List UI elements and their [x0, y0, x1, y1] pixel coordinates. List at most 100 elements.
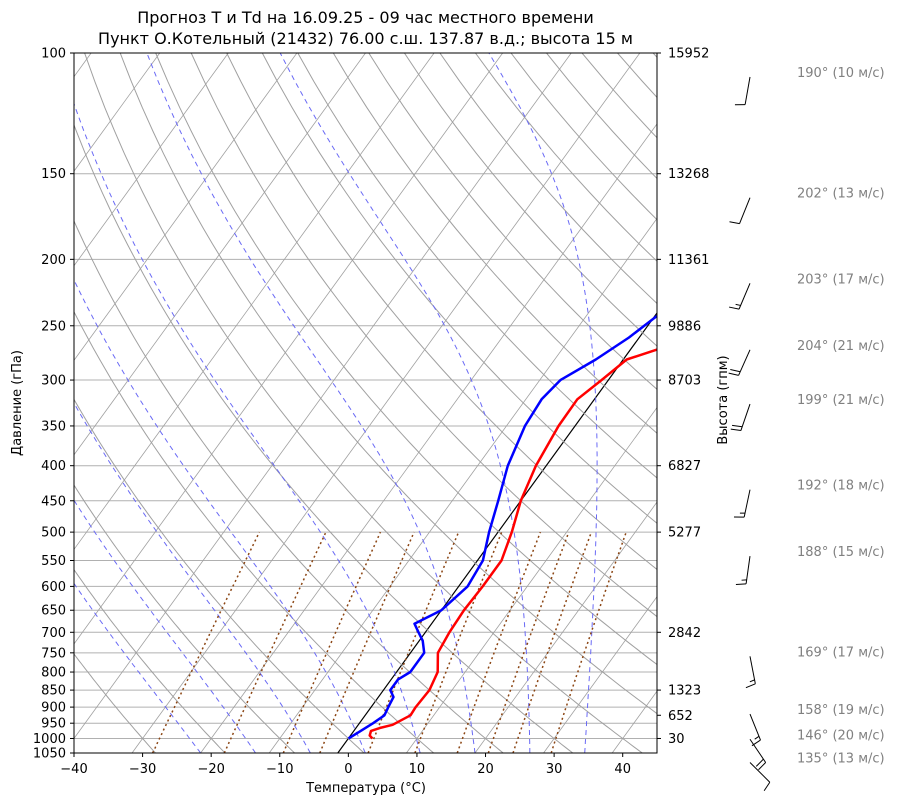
wind-barb [735, 556, 751, 585]
y-tick-label: 1000 [33, 732, 66, 747]
height-tick-label: 30 [668, 732, 685, 747]
moist-adiabat-line [74, 582, 202, 753]
y-tick-label: 250 [41, 319, 66, 334]
y-tick-label: 400 [41, 459, 66, 474]
wind-label: 199° (21 м/с) [797, 393, 885, 408]
isotherm-line [406, 406, 657, 753]
y-tick-label: 650 [41, 604, 66, 619]
isotherm-line [74, 53, 366, 456]
moist-adiabat-line [279, 53, 531, 753]
dry-adiabat-line [84, 53, 643, 753]
y-tick-label: 450 [41, 494, 66, 509]
mixing-ratio-line [151, 531, 261, 753]
y-tick-label: 150 [41, 167, 66, 182]
height-tick-label: 1323 [668, 684, 701, 699]
mixing-ratio-line [319, 531, 415, 753]
mixing-ratio-line [282, 531, 382, 753]
dry-adiabat-line [261, 53, 657, 524]
mixing-ratio-line [223, 531, 327, 753]
y-tick-label: 800 [41, 666, 66, 681]
wind-label: 203° (17 м/с) [797, 272, 885, 287]
mixing-ratio-line [512, 531, 593, 753]
dry-adiabat-line [368, 53, 657, 391]
dry-adiabat-line [297, 53, 657, 479]
x-tick-label: 10 [409, 762, 426, 777]
chart-subtitle: Пункт О.Котельный (21432) 76.00 с.ш. 137… [98, 29, 633, 48]
x-tick-label: 40 [614, 762, 631, 777]
dry-adiabat-line [74, 310, 435, 753]
wind-barb [729, 197, 751, 225]
x-tick-label: −30 [129, 762, 156, 777]
wind-barb [728, 349, 751, 376]
dewpoint-profile [347, 314, 657, 740]
dry-adiabat-line [190, 53, 657, 618]
temperature-profile [368, 348, 657, 740]
height-axis-label: Высота (гпм) [716, 355, 731, 444]
plot-frame [73, 52, 658, 754]
wind-barb [730, 403, 751, 432]
y-tick-label: 500 [41, 526, 66, 541]
wind-barb [749, 738, 767, 771]
wind-label: 135° (13 м/с) [797, 751, 885, 766]
wind-label: 169° (17 м/с) [797, 645, 885, 660]
height-tick-label: 8703 [668, 374, 701, 389]
isotherm-line [543, 595, 657, 753]
moist-adiabat-line [488, 53, 598, 753]
dry-adiabat-line [74, 653, 156, 753]
dry-adiabat-line [74, 123, 574, 753]
dry-adiabat-line [119, 53, 657, 715]
height-tick-label: 6827 [668, 459, 701, 474]
chart-title: Прогноз T и Td на 16.09.25 - 09 час мест… [137, 8, 594, 27]
moist-adiabat-line [74, 102, 421, 753]
y-tick-label: 600 [41, 580, 66, 595]
x-tick-label: 20 [477, 762, 494, 777]
wind-label: 204° (21 м/с) [797, 339, 885, 354]
zero-isotherm-line [337, 311, 657, 753]
wind-label: 158° (19 м/с) [797, 703, 885, 718]
x-tick-label: 30 [546, 762, 563, 777]
y-tick-label: 350 [41, 419, 66, 434]
dry-adiabat-line [332, 53, 657, 434]
height-tick-label: 15952 [668, 47, 709, 62]
x-tick-label: 0 [344, 762, 352, 777]
y-tick-label: 200 [41, 253, 66, 268]
mixing-ratio-line [550, 531, 627, 753]
isotherm-line [474, 501, 657, 753]
wind-label: 190° (10 м/с) [797, 66, 885, 81]
height-tick-label: 13268 [668, 167, 709, 182]
dry-adiabat-line [403, 53, 657, 347]
moist-adiabat-line [74, 499, 256, 753]
isotherm-line [74, 53, 435, 551]
dry-adiabat-line [155, 53, 657, 666]
moist-adiabat-line [74, 278, 366, 753]
height-tick-label: 9886 [668, 319, 701, 334]
height-tick-label: 11361 [668, 253, 709, 268]
mixing-ratio-line [456, 531, 542, 753]
x-axis-label: Температура (°C) [305, 781, 426, 796]
y-tick-label: 300 [41, 374, 66, 389]
height-tick-label: 652 [668, 709, 693, 724]
y-tick-label: 750 [41, 646, 66, 661]
y-tick-label: 950 [41, 717, 66, 732]
dry-adiabat-line [226, 53, 657, 571]
dry-adiabat-line [74, 484, 295, 753]
isotherm-line [74, 53, 298, 361]
wind-barb [733, 489, 751, 518]
isotherm-line [131, 53, 641, 753]
x-tick-label: −20 [197, 762, 224, 777]
height-tick-label: 5277 [668, 526, 701, 541]
isotherm-line [74, 53, 572, 740]
moist-adiabat-line [74, 402, 311, 753]
y-tick-label: 700 [41, 626, 66, 641]
height-tick-label: 2842 [668, 626, 701, 641]
wind-label: 202° (13 м/с) [797, 187, 885, 202]
dry-adiabat-line [74, 219, 504, 753]
y-axis-label: Давление (гПа) [10, 350, 25, 456]
wind-label: 146° (20 м/с) [797, 728, 885, 743]
dry-adiabat-line [74, 398, 365, 753]
wind-barb [749, 762, 771, 792]
isotherm-line [74, 53, 229, 267]
wind-label: 192° (18 м/с) [797, 479, 885, 494]
